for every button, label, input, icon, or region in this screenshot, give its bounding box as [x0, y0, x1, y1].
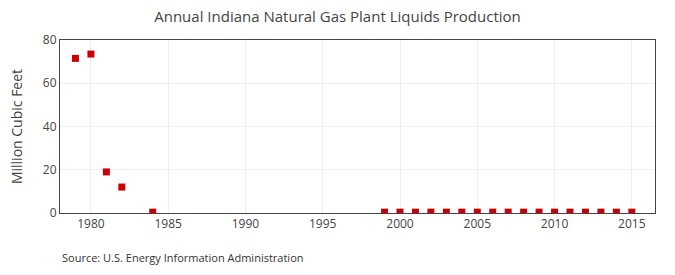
svg-text:2000: 2000	[386, 215, 414, 232]
svg-text:Million Cubic Feet: Million Cubic Feet	[7, 69, 26, 184]
svg-text:60: 60	[43, 74, 57, 91]
svg-text:20: 20	[43, 161, 57, 178]
svg-text:2010: 2010	[541, 215, 569, 232]
svg-text:2005: 2005	[464, 215, 492, 232]
svg-text:2015: 2015	[618, 215, 646, 232]
svg-text:1980: 1980	[77, 215, 105, 232]
svg-text:1985: 1985	[154, 215, 182, 232]
svg-text:Source: U.S. Energy Informatio: Source: U.S. Energy Information Administ…	[62, 250, 304, 265]
svg-text:1990: 1990	[232, 215, 260, 232]
svg-text:1995: 1995	[309, 215, 337, 232]
svg-text:0: 0	[50, 204, 57, 221]
svg-text:40: 40	[43, 118, 57, 135]
svg-text:80: 80	[43, 31, 57, 48]
svg-text:Annual Indiana Natural Gas Pla: Annual Indiana Natural Gas Plant Liquids…	[154, 6, 521, 26]
